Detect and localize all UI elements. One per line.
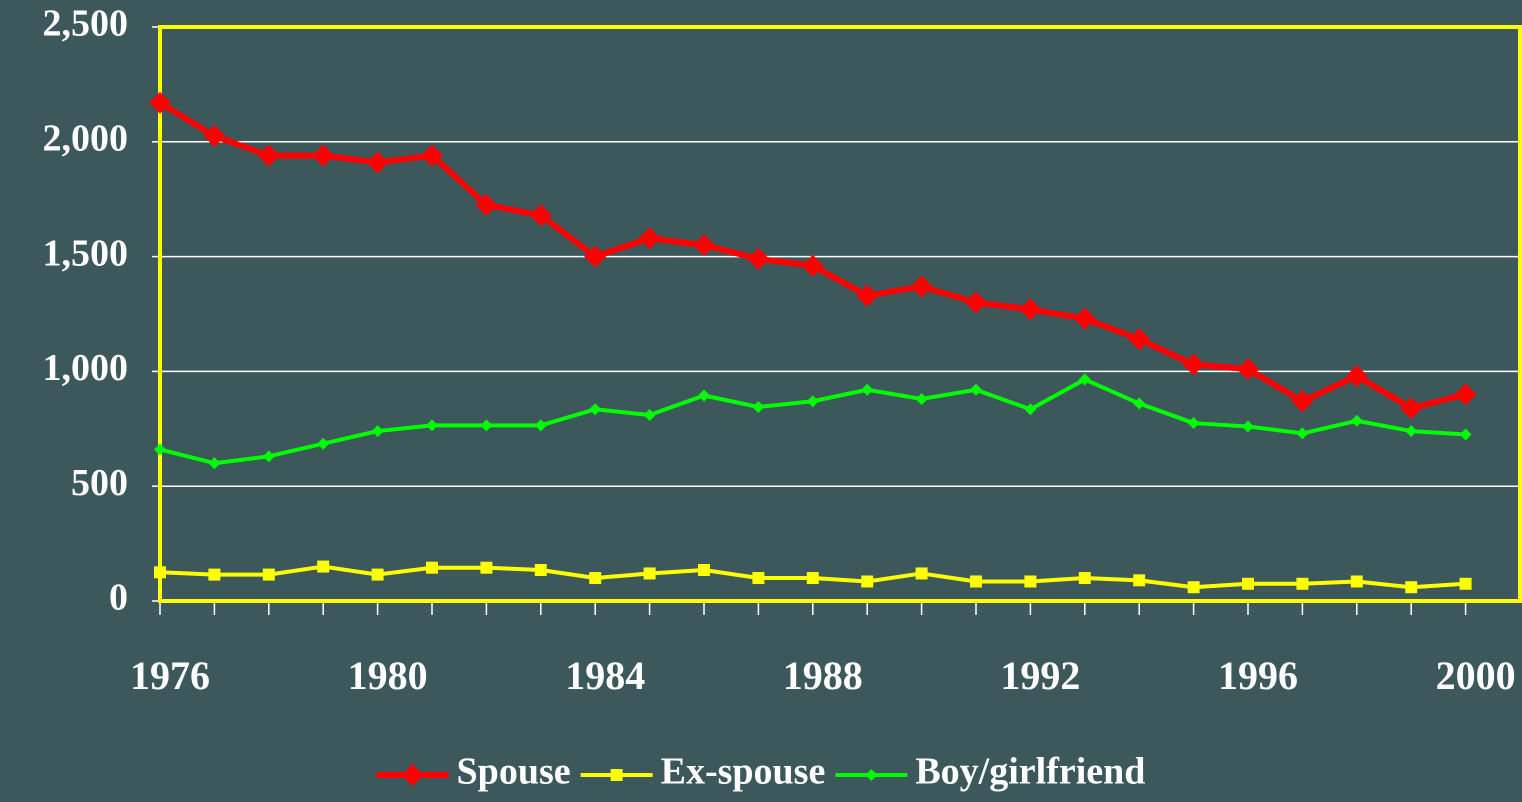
marker bbox=[426, 419, 438, 432]
marker bbox=[1078, 572, 1091, 585]
marker bbox=[203, 125, 226, 148]
marker bbox=[1073, 307, 1096, 330]
y-tick-label: 500 bbox=[71, 462, 128, 504]
marker bbox=[401, 764, 424, 786]
marker bbox=[1459, 577, 1472, 590]
x-tick-label: 1980 bbox=[348, 653, 428, 698]
marker bbox=[529, 204, 552, 227]
marker bbox=[806, 572, 819, 585]
y-tick-label: 0 bbox=[109, 577, 128, 619]
marker bbox=[861, 383, 874, 396]
marker bbox=[1187, 417, 1200, 430]
marker bbox=[643, 409, 656, 422]
marker bbox=[1350, 575, 1363, 588]
marker bbox=[1133, 574, 1146, 587]
marker bbox=[312, 144, 335, 167]
marker bbox=[1237, 358, 1259, 381]
marker bbox=[480, 419, 493, 432]
marker bbox=[154, 566, 166, 579]
marker bbox=[1345, 364, 1368, 387]
marker bbox=[1242, 420, 1254, 433]
marker bbox=[1242, 577, 1254, 590]
marker bbox=[915, 392, 928, 405]
marker bbox=[149, 91, 171, 114]
marker bbox=[1454, 383, 1477, 406]
marker bbox=[1024, 403, 1037, 416]
marker bbox=[154, 443, 166, 456]
plot-border bbox=[158, 25, 1522, 603]
marker bbox=[970, 575, 982, 588]
marker bbox=[915, 567, 928, 580]
marker bbox=[747, 247, 770, 270]
marker bbox=[1133, 397, 1146, 410]
marker bbox=[257, 144, 280, 167]
marker bbox=[643, 567, 656, 580]
marker bbox=[1296, 577, 1309, 590]
legend-label: Boy/girlfriend bbox=[915, 751, 1145, 793]
marker bbox=[475, 193, 498, 216]
marker bbox=[910, 275, 933, 298]
x-tick-label: 1984 bbox=[565, 653, 645, 698]
marker bbox=[366, 151, 389, 174]
marker bbox=[698, 564, 710, 577]
marker bbox=[801, 254, 824, 277]
marker bbox=[806, 395, 819, 408]
marker bbox=[1182, 353, 1205, 376]
marker bbox=[589, 572, 602, 585]
marker bbox=[262, 568, 275, 581]
marker bbox=[856, 284, 879, 307]
x-tick-label: 1992 bbox=[1000, 653, 1080, 698]
marker bbox=[861, 575, 874, 588]
x-tick-label: 1996 bbox=[1218, 653, 1298, 698]
marker bbox=[534, 419, 547, 432]
marker bbox=[698, 389, 710, 402]
x-tick-label: 1976 bbox=[130, 653, 210, 698]
y-tick-label: 2,000 bbox=[43, 118, 129, 160]
y-tick-label: 1,500 bbox=[43, 232, 129, 274]
marker bbox=[610, 769, 623, 781]
marker bbox=[480, 561, 493, 574]
marker bbox=[1296, 427, 1309, 440]
marker bbox=[1405, 581, 1418, 594]
marker bbox=[317, 437, 330, 450]
y-tick-label: 1,000 bbox=[43, 347, 129, 389]
marker bbox=[1024, 575, 1037, 588]
marker bbox=[1019, 298, 1042, 321]
y-tick-label: 2,500 bbox=[43, 3, 129, 45]
marker bbox=[371, 568, 384, 581]
marker bbox=[262, 450, 275, 463]
legend-label: Spouse bbox=[457, 751, 571, 793]
marker bbox=[421, 144, 443, 167]
marker bbox=[317, 560, 330, 573]
marker bbox=[865, 769, 878, 781]
marker bbox=[1187, 581, 1200, 594]
marker bbox=[752, 572, 765, 585]
marker bbox=[970, 383, 982, 396]
marker bbox=[1350, 414, 1363, 427]
marker bbox=[208, 568, 221, 581]
marker bbox=[534, 564, 547, 577]
marker bbox=[1400, 397, 1423, 420]
marker bbox=[965, 291, 987, 314]
marker bbox=[1291, 390, 1314, 413]
x-tick-label: 1988 bbox=[783, 653, 863, 698]
marker bbox=[693, 234, 715, 257]
marker bbox=[584, 245, 607, 268]
marker bbox=[1128, 328, 1151, 351]
marker bbox=[1459, 428, 1472, 441]
x-tick-label: 2000 bbox=[1436, 653, 1516, 698]
marker bbox=[426, 561, 438, 574]
marker bbox=[1405, 425, 1418, 438]
marker bbox=[752, 400, 765, 413]
marker bbox=[638, 227, 661, 250]
marker bbox=[589, 403, 602, 416]
marker bbox=[1078, 373, 1091, 386]
marker bbox=[208, 457, 221, 470]
legend-label: Ex-spouse bbox=[661, 751, 826, 793]
marker bbox=[371, 425, 384, 438]
